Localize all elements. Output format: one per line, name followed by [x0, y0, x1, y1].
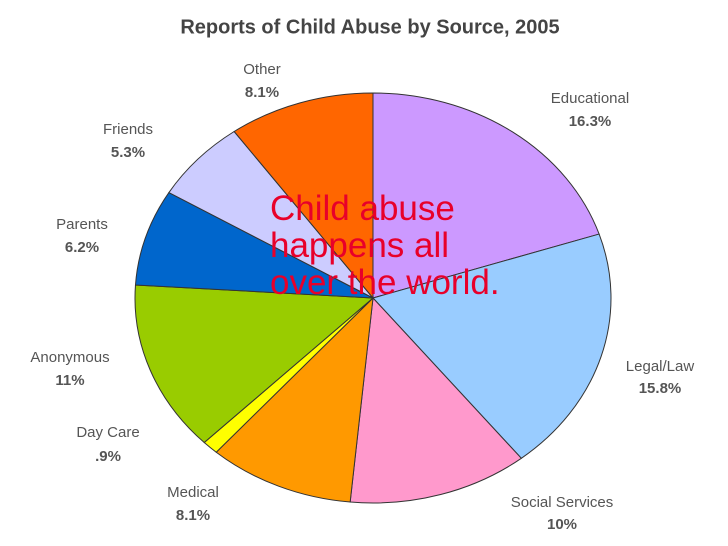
- slice-label: Day Care: [76, 424, 139, 441]
- slice-value-label: .9%: [95, 448, 121, 465]
- slice-value-label: 6.2%: [65, 239, 99, 256]
- pie-slice: [372, 233, 612, 459]
- annotation: Child abuse happens all over the world.: [270, 189, 500, 302]
- pie-slice: [215, 296, 374, 503]
- slice-value-label: 10%: [547, 516, 577, 533]
- slice-label: Medical: [167, 484, 219, 501]
- pie-slice: [349, 296, 523, 504]
- slice-label: Social Services: [511, 494, 614, 511]
- pie-slice: [134, 191, 374, 299]
- pie-slice: [372, 92, 600, 299]
- chart-title: Reports of Child Abuse by Source, 2005: [180, 16, 559, 38]
- pie-slice: [134, 284, 375, 444]
- pie-slice: [233, 92, 374, 300]
- slice-label: Legal/Law: [626, 358, 695, 375]
- slice-label: Other: [243, 61, 281, 78]
- slice-value-label: 8.1%: [176, 507, 210, 524]
- slice-value-label: 11%: [55, 372, 84, 389]
- slice-value-label: 15.8%: [639, 380, 682, 397]
- slice-label: Educational: [551, 90, 629, 107]
- slice-label: Parents: [56, 216, 108, 233]
- slice-value-label: 16.3%: [569, 113, 612, 130]
- slice-label: Anonymous: [30, 349, 109, 366]
- slice-value-label: 5.3%: [111, 144, 145, 161]
- slice-label: Friends: [103, 121, 153, 138]
- slice-value-label: 8.1%: [245, 84, 279, 101]
